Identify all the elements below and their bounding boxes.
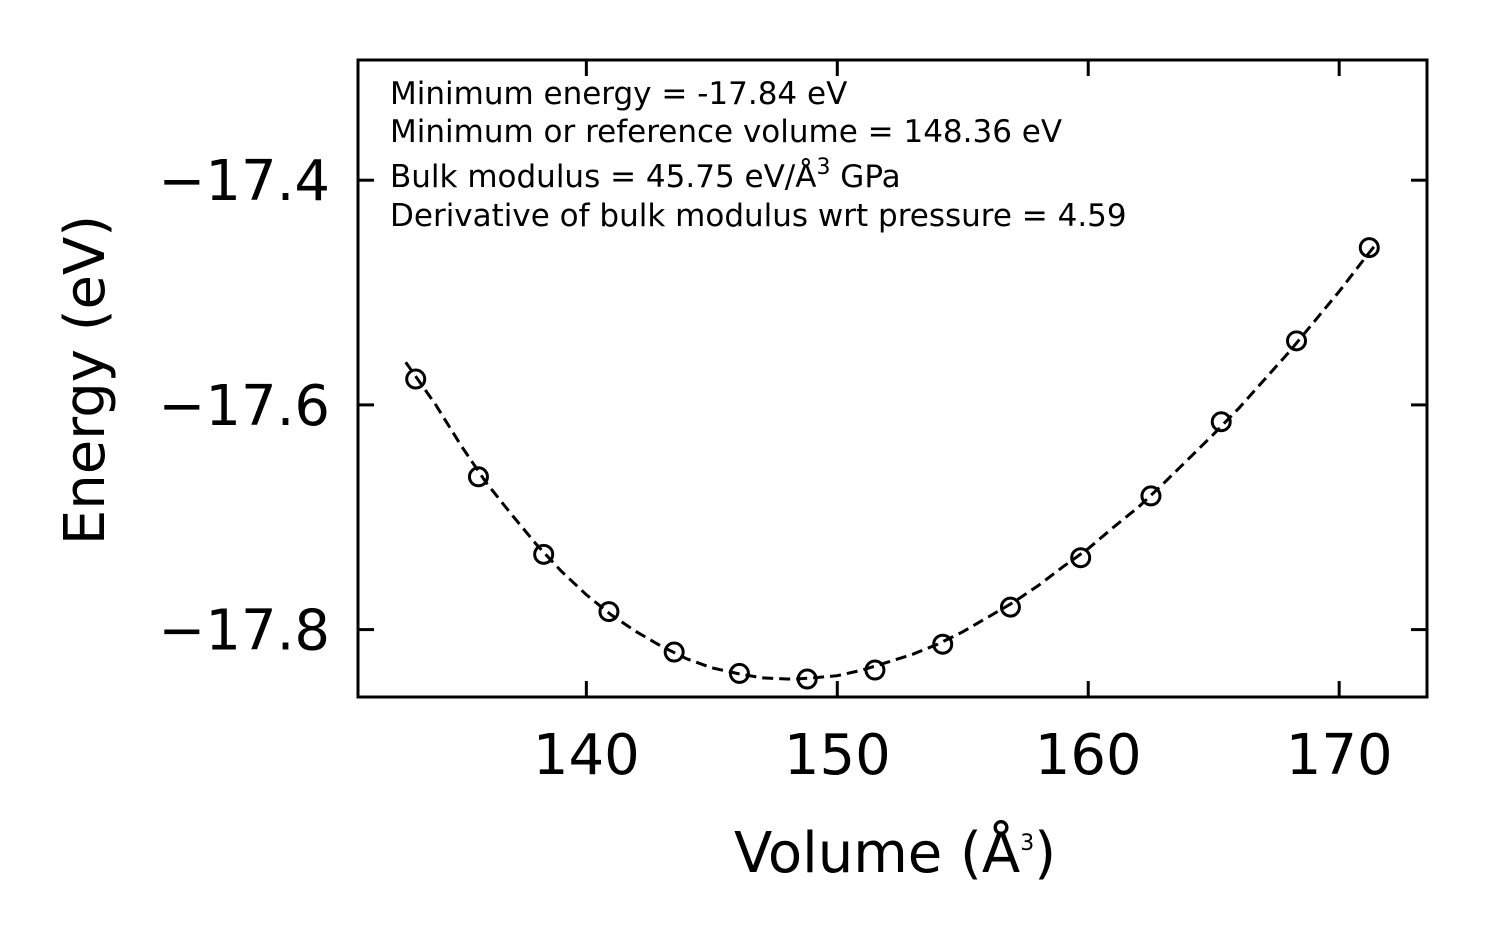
x-ticks: 140 150 160 170 [533,60,1393,788]
y-tick-label: −17.8 [158,599,330,664]
y-axis-label: Energy (eV) [53,215,118,545]
y-tick-label: −17.4 [158,149,330,214]
y-ticks: −17.4 −17.6 −17.8 [158,149,1427,664]
data-point [1210,411,1232,433]
x-tick-label: 140 [533,723,640,788]
data-point [533,543,555,565]
annotation-line: Minimum or reference volume = 148.36 eV [390,114,1062,150]
data-point [999,596,1021,618]
data-point [467,466,489,488]
annotation-line: Minimum energy = -17.84 eV [390,76,847,112]
data-point [663,641,685,663]
data-point [598,601,620,623]
x-tick-label: 160 [1035,723,1142,788]
fit-curve-layer [404,242,1378,681]
annotation-line: Bulk modulus = 45.75 eV/Å3 GPa [390,155,901,195]
x-tick-label: 170 [1286,723,1393,788]
data-point [1070,547,1092,569]
annotation-line: Derivative of bulk modulus wrt pressure … [390,198,1127,234]
data-point [405,368,427,390]
data-point [1140,485,1162,507]
data-point [1358,237,1380,259]
data-point [864,659,886,681]
data-points-layer [405,237,1380,690]
x-tick-label: 150 [784,723,891,788]
data-point [728,662,750,684]
data-point [932,633,954,655]
y-tick-label: −17.6 [158,374,330,439]
data-point [796,668,818,690]
fit-curve [404,242,1378,681]
plot-frame [356,58,1429,699]
data-point [1286,330,1308,352]
x-axis-label: Volume (Å3) [734,820,1056,886]
